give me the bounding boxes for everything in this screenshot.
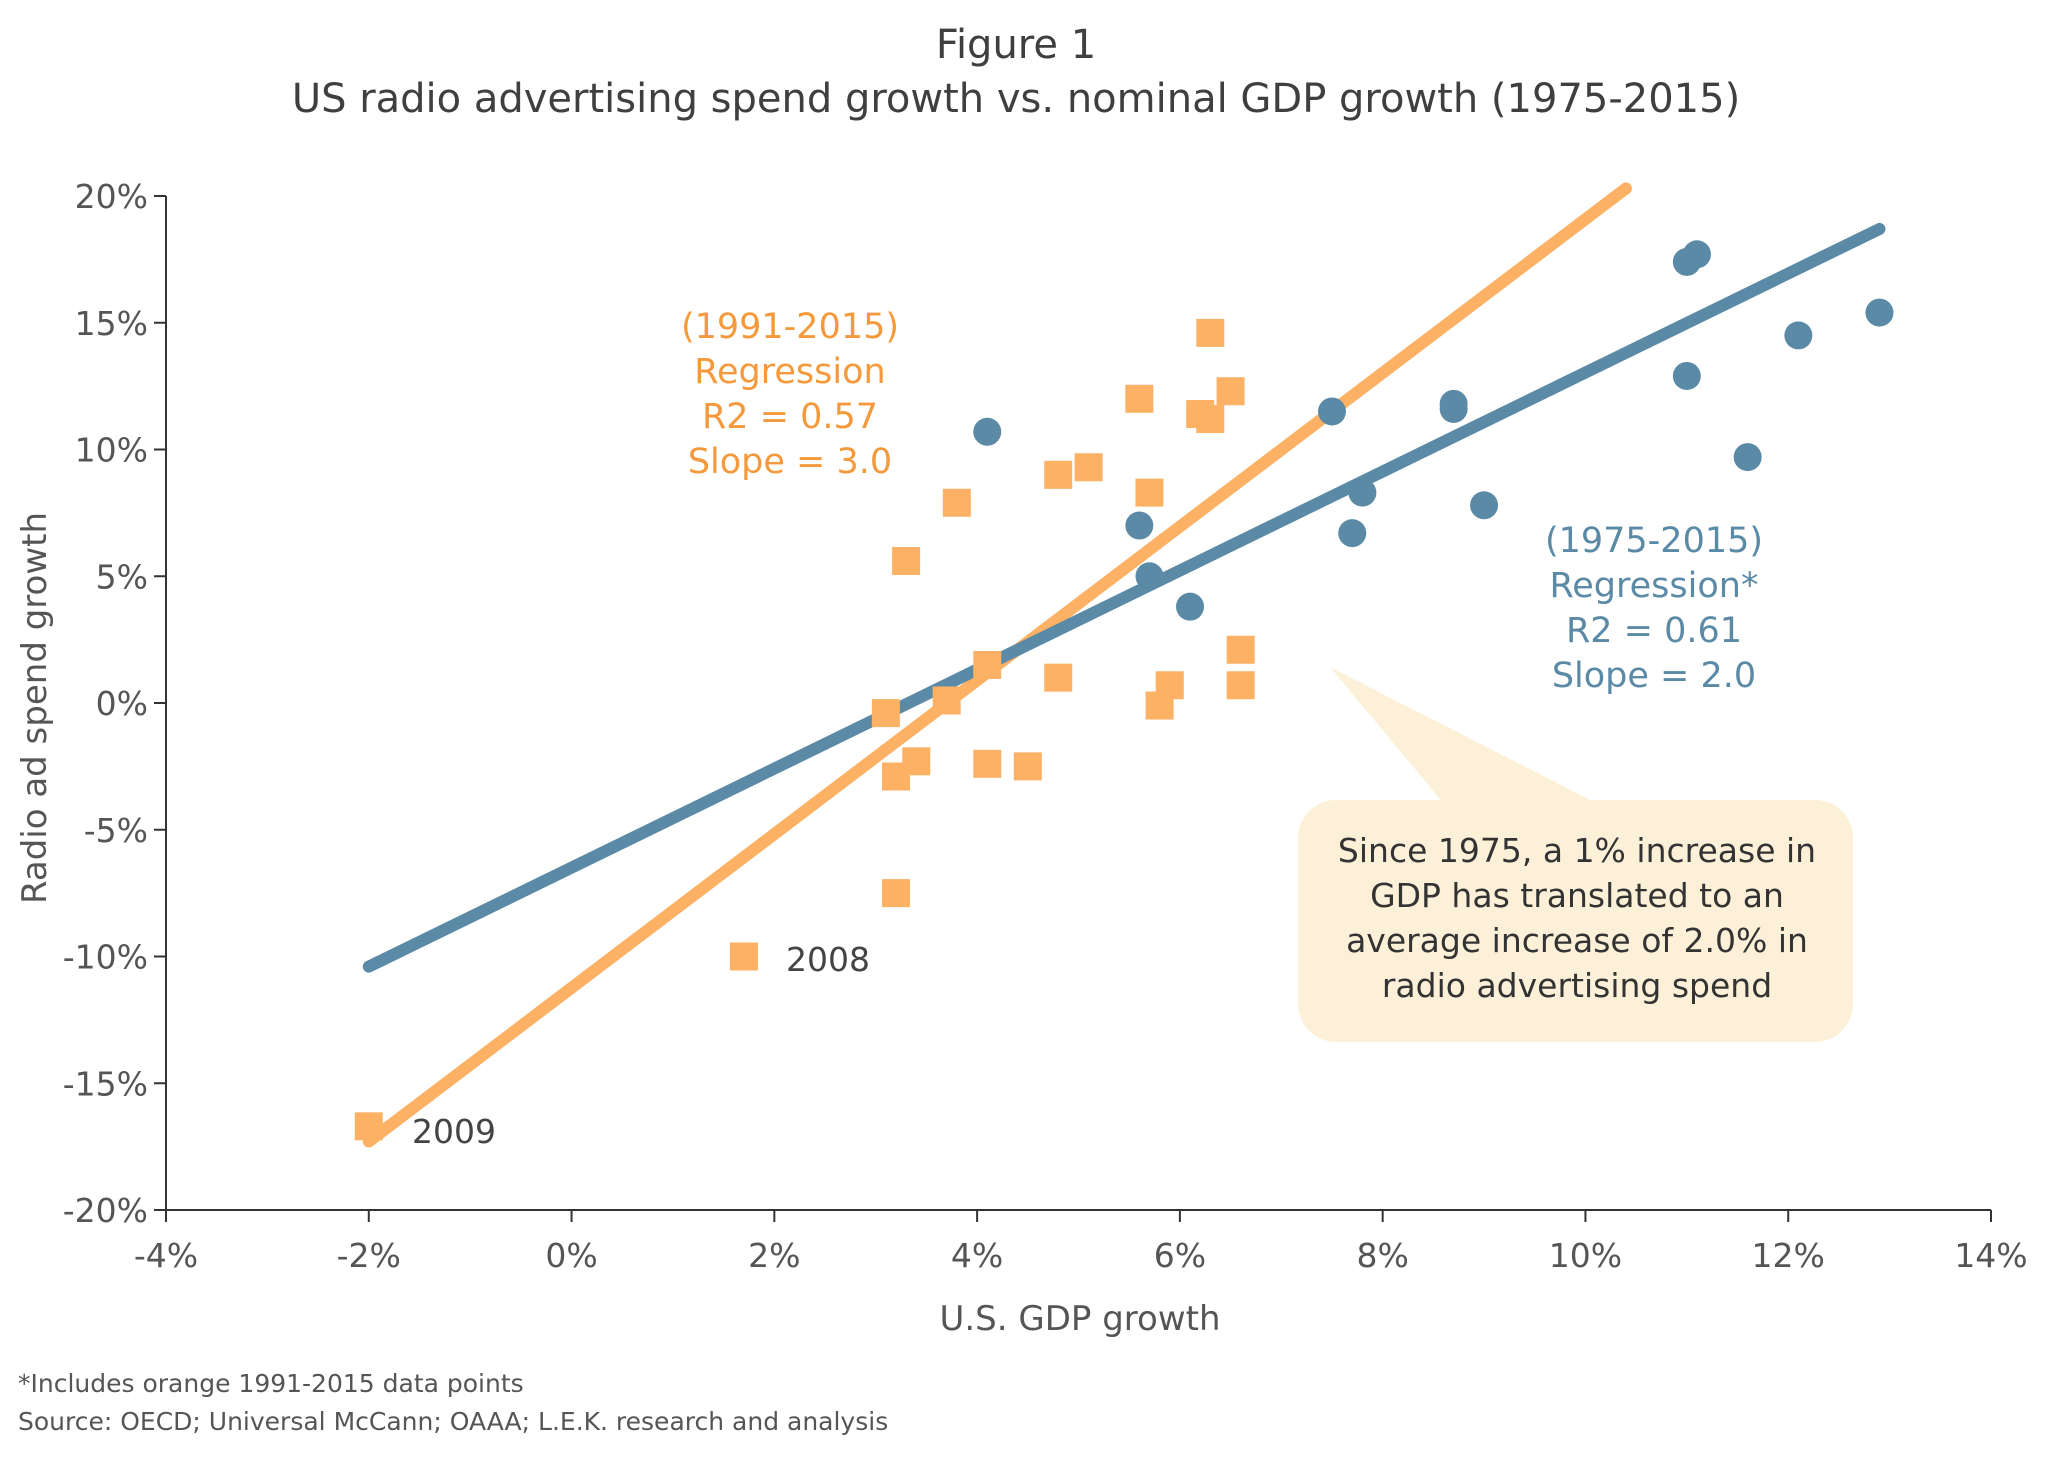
y-tick-label: 0% xyxy=(96,684,148,723)
orange-square-point xyxy=(932,686,961,715)
blue-circle-point xyxy=(1470,491,1499,520)
orange-square-point xyxy=(1216,377,1245,406)
x-tick-label: -2% xyxy=(337,1236,401,1275)
footnote-source: Source: OECD; Universal McCann; OAAA; L.… xyxy=(18,1407,888,1436)
axes xyxy=(165,196,1991,1211)
orange-square-point xyxy=(1125,384,1154,413)
x-tick-label: 8% xyxy=(1356,1236,1408,1275)
blue-circle-point xyxy=(973,417,1002,446)
blue-circle-point xyxy=(1733,443,1762,472)
chart-title: US radio advertising spend growth vs. no… xyxy=(292,76,1740,122)
callout-line-1: Since 1975, a 1% increase in xyxy=(1338,831,1816,870)
orange-square-point xyxy=(1074,453,1103,482)
orange-square-point xyxy=(1044,460,1073,489)
y-tick-label: -15% xyxy=(63,1064,148,1103)
orange-square-point xyxy=(882,879,910,908)
orange-square-point xyxy=(1196,405,1225,434)
callout-bubble: Since 1975, a 1% increase in GDP has tra… xyxy=(1298,667,1853,1042)
y-axis-title: Radio ad spend growth xyxy=(15,512,55,904)
orange-square-point xyxy=(354,1112,383,1141)
orange-square-point xyxy=(1135,478,1164,507)
orange-square-point xyxy=(1196,318,1225,347)
blue-circle-point xyxy=(1135,562,1164,591)
orange-square-point xyxy=(1226,671,1255,700)
orange-square-point xyxy=(1226,635,1255,664)
y-tick-label: 20% xyxy=(75,177,148,216)
tick-labels: 20% 15% 10% 5% 0% -5% -10% -15% -20% -4% -2% 0% 2% 4%… xyxy=(63,177,2028,1275)
y-tick-label: -10% xyxy=(63,938,148,977)
label-2008: 2008 xyxy=(786,940,870,979)
orange-square-point xyxy=(1155,671,1184,700)
orange-reg-line-1: (1991-2015) xyxy=(681,307,899,347)
blue-circle-point xyxy=(1865,298,1894,327)
orange-square-point xyxy=(942,488,971,517)
x-tick-label: -4% xyxy=(134,1236,198,1275)
blue-circle-point xyxy=(1784,321,1813,350)
x-tick-label: 12% xyxy=(1752,1236,1825,1275)
callout-line-4: radio advertising spend xyxy=(1382,966,1772,1005)
x-tick-label: 4% xyxy=(951,1236,1003,1275)
orange-reg-line-4: Slope = 3.0 xyxy=(688,442,892,482)
y-tick-label: 5% xyxy=(96,557,148,596)
blue-circle-point xyxy=(1338,519,1367,548)
x-tick-label: 14% xyxy=(1954,1236,2027,1275)
orange-square-point xyxy=(729,942,758,971)
callout-line-2: GDP has translated to an xyxy=(1370,876,1784,915)
orange-reg-line-3: R2 = 0.57 xyxy=(702,397,878,437)
callout-line-3: average increase of 2.0% in xyxy=(1346,921,1808,960)
blue-circle-point xyxy=(1348,478,1377,507)
blue-reg-line-2: Regression* xyxy=(1550,566,1759,606)
blue-circle-point xyxy=(1317,397,1346,426)
blue-circle-point xyxy=(1125,511,1154,540)
tick-marks xyxy=(154,195,1992,1222)
y-tick-label: -20% xyxy=(63,1191,148,1230)
orange-square-point xyxy=(892,547,921,576)
x-tick-label: 6% xyxy=(1154,1236,1206,1275)
x-tick-label: 2% xyxy=(748,1236,800,1275)
blue-circle-point xyxy=(1439,394,1468,423)
y-tick-label: 10% xyxy=(75,431,148,470)
orange-square-point xyxy=(973,749,1002,778)
footnote-note: *Includes orange 1991-2015 data points xyxy=(18,1369,524,1398)
x-axis-title: U.S. GDP growth xyxy=(939,1299,1220,1339)
blue-regression-label: (1975-2015) Regression* R2 = 0.61 Slope … xyxy=(1545,521,1763,696)
orange-square-point xyxy=(902,747,931,776)
data-points xyxy=(354,240,1894,1141)
orange-square-point xyxy=(973,650,1002,679)
orange-square-point xyxy=(1044,663,1073,692)
blue-reg-line-4: Slope = 2.0 xyxy=(1552,656,1756,696)
figure-label: Figure 1 xyxy=(936,22,1096,68)
blue-regression-line xyxy=(362,222,1886,973)
x-tick-label: 0% xyxy=(545,1236,597,1275)
callout-box xyxy=(1298,800,1853,1042)
orange-reg-line-2: Regression xyxy=(694,352,885,392)
blue-reg-line-1: (1975-2015) xyxy=(1545,521,1763,561)
y-tick-label: 15% xyxy=(75,304,148,343)
orange-square-point xyxy=(1013,752,1042,781)
blue-reg-line-3: R2 = 0.61 xyxy=(1566,611,1742,651)
callout-pointer xyxy=(1330,667,1600,805)
blue-circle-point xyxy=(1682,240,1711,269)
blue-circle-point xyxy=(1176,592,1205,621)
orange-regression-label: (1991-2015) Regression R2 = 0.57 Slope =… xyxy=(681,307,899,482)
blue-circle-point xyxy=(1672,361,1701,390)
x-tick-label: 10% xyxy=(1549,1236,1622,1275)
label-2009: 2009 xyxy=(412,1112,496,1151)
orange-square-point xyxy=(871,699,900,728)
y-tick-label: -5% xyxy=(84,811,148,850)
